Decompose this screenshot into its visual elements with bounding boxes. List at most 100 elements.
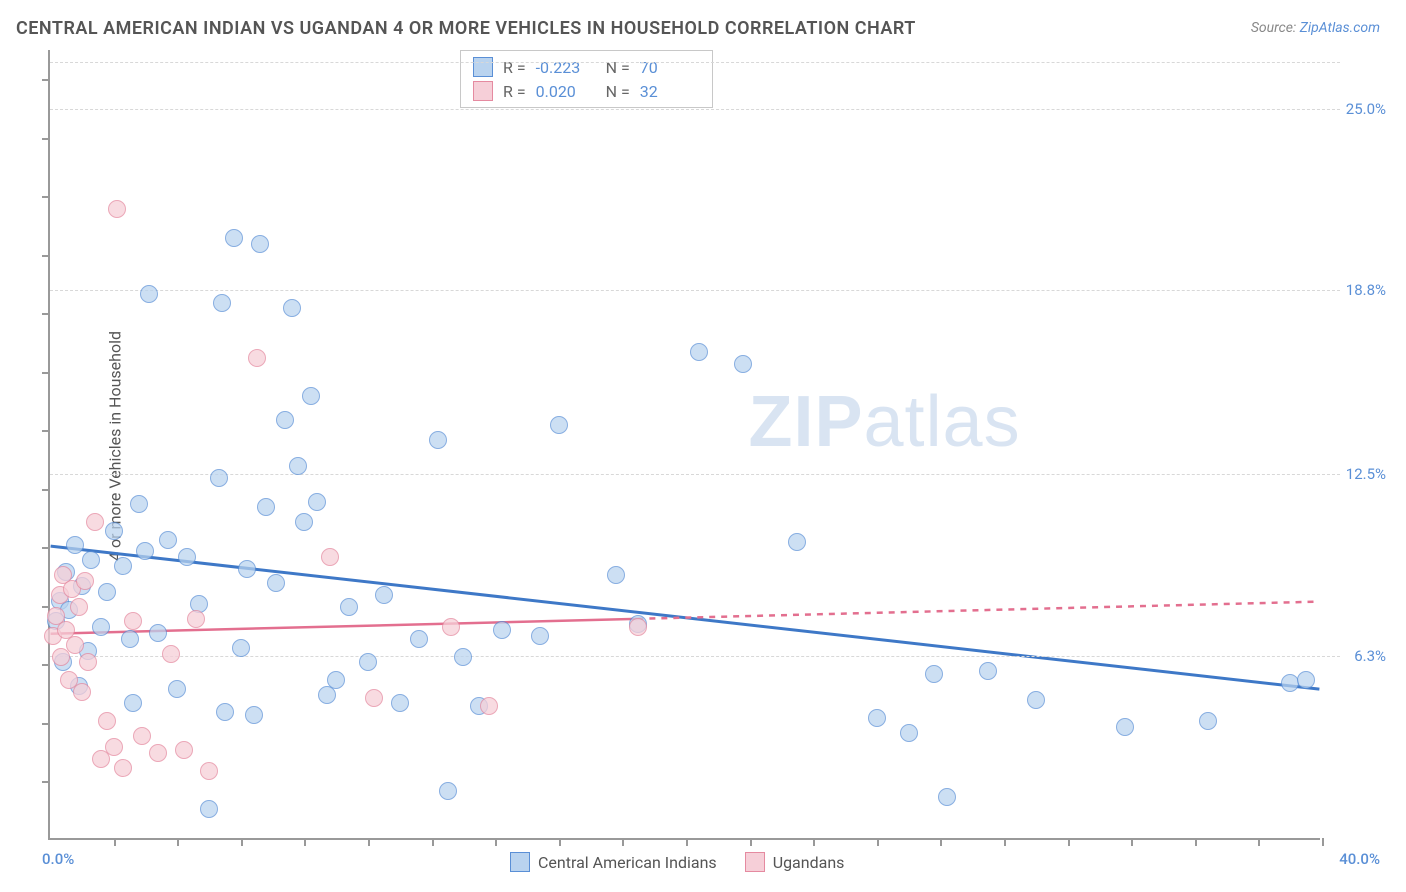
x-tick <box>1258 838 1260 846</box>
y-tick <box>42 138 50 140</box>
source-link[interactable]: ZipAtlas.com <box>1300 20 1380 36</box>
x-tick <box>432 838 434 846</box>
data-point <box>1027 691 1045 709</box>
y-tick <box>42 313 50 315</box>
x-tick <box>368 838 370 846</box>
data-point <box>105 738 123 756</box>
source-attribution: Source: ZipAtlas.com <box>1251 20 1380 36</box>
y-tick <box>42 79 50 81</box>
data-point <box>327 671 345 689</box>
grid-line <box>50 109 1340 110</box>
stats-legend-row: R =-0.223N =70 <box>473 55 700 79</box>
y-tick <box>42 606 50 608</box>
series-legend: Central American Indians Ugandans <box>510 852 844 872</box>
legend-swatch <box>473 81 493 101</box>
data-point <box>82 551 100 569</box>
stats-legend-row: R =0.020N =32 <box>473 79 700 103</box>
x-axis-max-label: 40.0% <box>1339 850 1380 868</box>
data-point <box>1199 712 1217 730</box>
data-point <box>391 694 409 712</box>
series-name: Ugandans <box>773 853 845 872</box>
r-value: 0.020 <box>536 82 596 101</box>
data-point <box>114 557 132 575</box>
data-point <box>149 744 167 762</box>
data-point <box>92 618 110 636</box>
data-point <box>365 689 383 707</box>
data-point <box>66 636 84 654</box>
data-point <box>133 727 151 745</box>
data-point <box>607 566 625 584</box>
r-label: R = <box>503 58 526 77</box>
data-point <box>200 800 218 818</box>
data-point <box>979 662 997 680</box>
data-point <box>187 610 205 628</box>
data-point <box>213 294 231 312</box>
data-point <box>225 229 243 247</box>
data-point <box>289 457 307 475</box>
x-tick <box>1195 838 1197 846</box>
data-point <box>410 630 428 648</box>
chart-title: CENTRAL AMERICAN INDIAN VS UGANDAN 4 OR … <box>16 18 916 39</box>
data-point <box>734 355 752 373</box>
x-tick <box>241 838 243 846</box>
n-value: 32 <box>640 82 700 101</box>
data-point <box>321 548 339 566</box>
y-tick-label: 18.8% <box>1346 281 1386 299</box>
data-point <box>159 531 177 549</box>
data-point <box>359 653 377 671</box>
data-point <box>175 741 193 759</box>
grid-line <box>50 474 1340 475</box>
r-value: -0.223 <box>536 58 596 77</box>
series-name: Central American Indians <box>538 853 717 872</box>
data-point <box>302 387 320 405</box>
data-point <box>267 574 285 592</box>
data-point <box>124 612 142 630</box>
grid-line <box>50 62 1340 63</box>
data-point <box>216 703 234 721</box>
data-point <box>276 411 294 429</box>
data-point <box>550 416 568 434</box>
x-tick <box>495 838 497 846</box>
data-point <box>178 548 196 566</box>
data-point <box>73 683 91 701</box>
data-point <box>210 469 228 487</box>
data-point <box>900 724 918 742</box>
legend-swatch <box>510 852 530 872</box>
x-tick <box>304 838 306 846</box>
watermark-atlas: atlas <box>864 382 1021 462</box>
data-point <box>251 235 269 253</box>
data-point <box>439 782 457 800</box>
data-point <box>70 598 88 616</box>
data-point <box>98 583 116 601</box>
n-label: N = <box>606 82 630 101</box>
y-tick <box>42 489 50 491</box>
y-tick-label: 6.3% <box>1354 647 1386 665</box>
data-point <box>493 621 511 639</box>
data-point <box>690 343 708 361</box>
y-tick-label: 25.0% <box>1346 100 1386 118</box>
data-point <box>248 349 266 367</box>
y-tick <box>42 196 50 198</box>
y-tick <box>42 255 50 257</box>
data-point <box>200 762 218 780</box>
data-point <box>168 680 186 698</box>
x-tick <box>940 838 942 846</box>
data-point <box>108 200 126 218</box>
watermark-zip: ZIP <box>749 382 864 462</box>
scatter-plot-area: ZIPatlas R =-0.223N =70R =0.020N =32 0.0… <box>48 50 1320 840</box>
legend-swatch <box>473 57 493 77</box>
data-point <box>868 709 886 727</box>
data-point <box>925 665 943 683</box>
data-point <box>283 299 301 317</box>
y-tick <box>42 430 50 432</box>
data-point <box>375 586 393 604</box>
data-point <box>531 627 549 645</box>
data-point <box>98 712 116 730</box>
data-point <box>938 788 956 806</box>
y-tick <box>42 372 50 374</box>
data-point <box>66 536 84 554</box>
data-point <box>340 598 358 616</box>
data-point <box>308 493 326 511</box>
data-point <box>79 653 97 671</box>
grid-line <box>50 290 1340 291</box>
